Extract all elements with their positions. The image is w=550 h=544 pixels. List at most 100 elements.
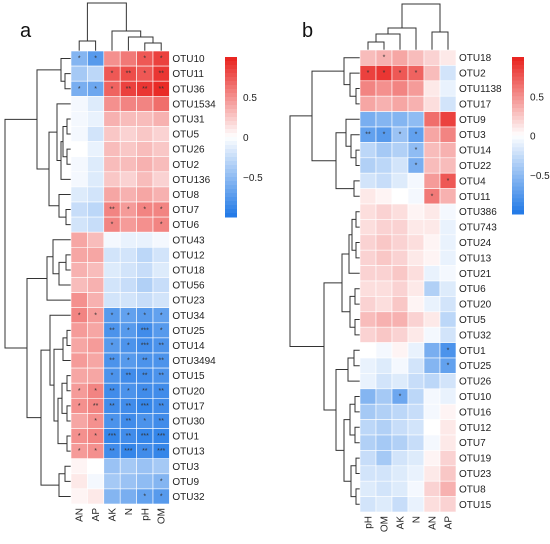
heatmap-cell-otu13-an	[423, 249, 441, 266]
significance-marker: *	[111, 312, 114, 319]
significance-marker: *	[94, 312, 97, 319]
significance-marker: *	[160, 222, 163, 229]
heatmap-cell-otu32-an	[423, 326, 441, 343]
legend-swatch	[512, 123, 524, 129]
significance-marker: *	[160, 207, 163, 214]
heatmap-cell-otu10-n	[407, 388, 425, 405]
dendrogram-branch	[4, 118, 37, 349]
legend-swatch	[512, 182, 524, 188]
legend-tick-label: −0.5	[243, 173, 263, 184]
dendrogram-branch	[351, 218, 356, 251]
significance-marker: **	[365, 132, 371, 139]
legend-swatch	[512, 198, 524, 203]
heatmap-cell-otu8-an	[70, 186, 88, 203]
legend-swatch	[512, 202, 524, 207]
heatmap-cell-otu15-ph	[359, 496, 377, 513]
dendrogram-branch	[354, 288, 360, 305]
legend-swatch	[512, 151, 524, 156]
heatmap-cell-otu1138-an	[423, 80, 441, 97]
column-label-ak: AK	[108, 508, 119, 522]
row-label-otu1534: OTU1534	[172, 99, 216, 110]
heatmap-cell-otu43-n	[119, 231, 137, 248]
heatmap-cell-otu30-an	[70, 413, 88, 429]
significance-marker: ***	[141, 433, 149, 440]
row-label-otu6: OTU6	[172, 220, 199, 231]
row-label-otu4: OTU4	[459, 176, 486, 187]
heatmap-cell-otu12-an	[70, 247, 88, 263]
significance-marker: *	[127, 207, 130, 214]
dendrogram-branch	[66, 148, 71, 165]
heatmap-cell-otu2-ap	[439, 65, 457, 82]
legend-swatch	[225, 105, 237, 110]
dendrogram-branch	[65, 254, 71, 271]
legend-swatch	[225, 129, 237, 134]
heatmap-cell-otu8-ak	[391, 480, 409, 497]
heatmap-cell-otu12-ak	[103, 247, 121, 263]
column-label-ak: AK	[396, 516, 407, 530]
heatmap-cell-otu4-n	[407, 172, 425, 189]
heatmap-cell-otu19-ak	[391, 450, 409, 467]
legend-swatch	[225, 209, 237, 214]
dendrogram-branch	[144, 42, 162, 51]
heatmap-cell-otu743-om	[375, 219, 393, 236]
heatmap-cell-otu6-ph	[359, 280, 377, 297]
heatmap-cell-otu12-n	[407, 419, 425, 436]
legend-swatch	[225, 205, 237, 210]
row-label-otu2: OTU2	[459, 69, 486, 80]
heatmap-cell-otu18-ak	[391, 49, 409, 66]
heatmap-cell-otu17-ph	[359, 95, 377, 112]
heatmap-cell-otu15-an	[70, 367, 88, 384]
heatmap-cell-otu5-ap	[439, 311, 457, 328]
heatmap-cell-otu9-om	[375, 111, 393, 128]
row-label-otu17: OTU17	[459, 99, 492, 110]
significance-marker: *	[78, 403, 81, 410]
heatmap-cell-otu6-n	[119, 216, 137, 233]
legend-swatch	[512, 80, 524, 85]
heatmap-cell-otu8-n	[407, 480, 425, 497]
legend-swatch	[225, 165, 237, 170]
row-label-otu20: OTU20	[459, 300, 492, 311]
legend-swatch	[512, 162, 524, 168]
heatmap-cell-otu5-an	[70, 126, 88, 142]
heatmap-cell-otu1138-ak	[391, 80, 409, 97]
heatmap-cell-otu16-ph	[359, 403, 377, 420]
panel-b-label: b	[302, 20, 313, 42]
heatmap-cell-otu3-ap	[439, 126, 457, 143]
dendrogram-branch	[349, 403, 355, 436]
heatmap-cell-otu13-ph	[359, 249, 377, 266]
dendrogram-branch	[111, 30, 142, 51]
significance-marker: *	[415, 147, 418, 154]
heatmap-cell-otu25-om	[375, 357, 393, 374]
column-label-ph: pH	[364, 516, 375, 529]
heatmap-cell-otu7-an	[423, 434, 441, 451]
heatmap-cell-otu10-ak	[103, 50, 121, 67]
significance-marker: *	[111, 86, 114, 93]
dendrogram-branch	[66, 375, 71, 392]
heatmap-cell-otu56-n	[119, 277, 137, 293]
panel-a-color-legend: 0.5 0 −0.5	[225, 57, 263, 218]
heatmap-cell-otu2-an	[423, 65, 441, 82]
heatmap-cell-otu8-ap	[87, 186, 105, 203]
heatmap-cell-otu13-ak	[391, 249, 409, 266]
legend-swatch	[225, 61, 237, 66]
legend-swatch	[225, 121, 237, 126]
legend-swatch	[225, 173, 237, 178]
heatmap-cell-otu5-n	[407, 311, 425, 328]
legend-swatch	[225, 145, 237, 150]
heatmap-cell-otu32-ph	[359, 326, 377, 343]
heatmap-cell-otu15-an	[423, 496, 441, 513]
legend-swatch	[512, 194, 524, 199]
heatmap-cell-otu32-om	[152, 488, 170, 505]
heatmap-cell-otu16-om	[375, 403, 393, 420]
significance-marker: *	[415, 163, 418, 170]
panel-b-row-dendrogram	[289, 57, 360, 505]
heatmap-cell-otu26-ph	[359, 373, 377, 390]
heatmap-cell-otu13-ap	[439, 249, 457, 266]
significance-marker: *	[415, 70, 418, 77]
dendrogram-branch	[354, 426, 360, 444]
row-label-otu18: OTU18	[459, 53, 492, 64]
column-label-om: OM	[380, 516, 391, 532]
heatmap-cell-otu2-ap	[87, 156, 105, 173]
heatmap-cell-otu1-an	[423, 342, 441, 359]
heatmap-cell-otu24-an	[423, 234, 441, 251]
